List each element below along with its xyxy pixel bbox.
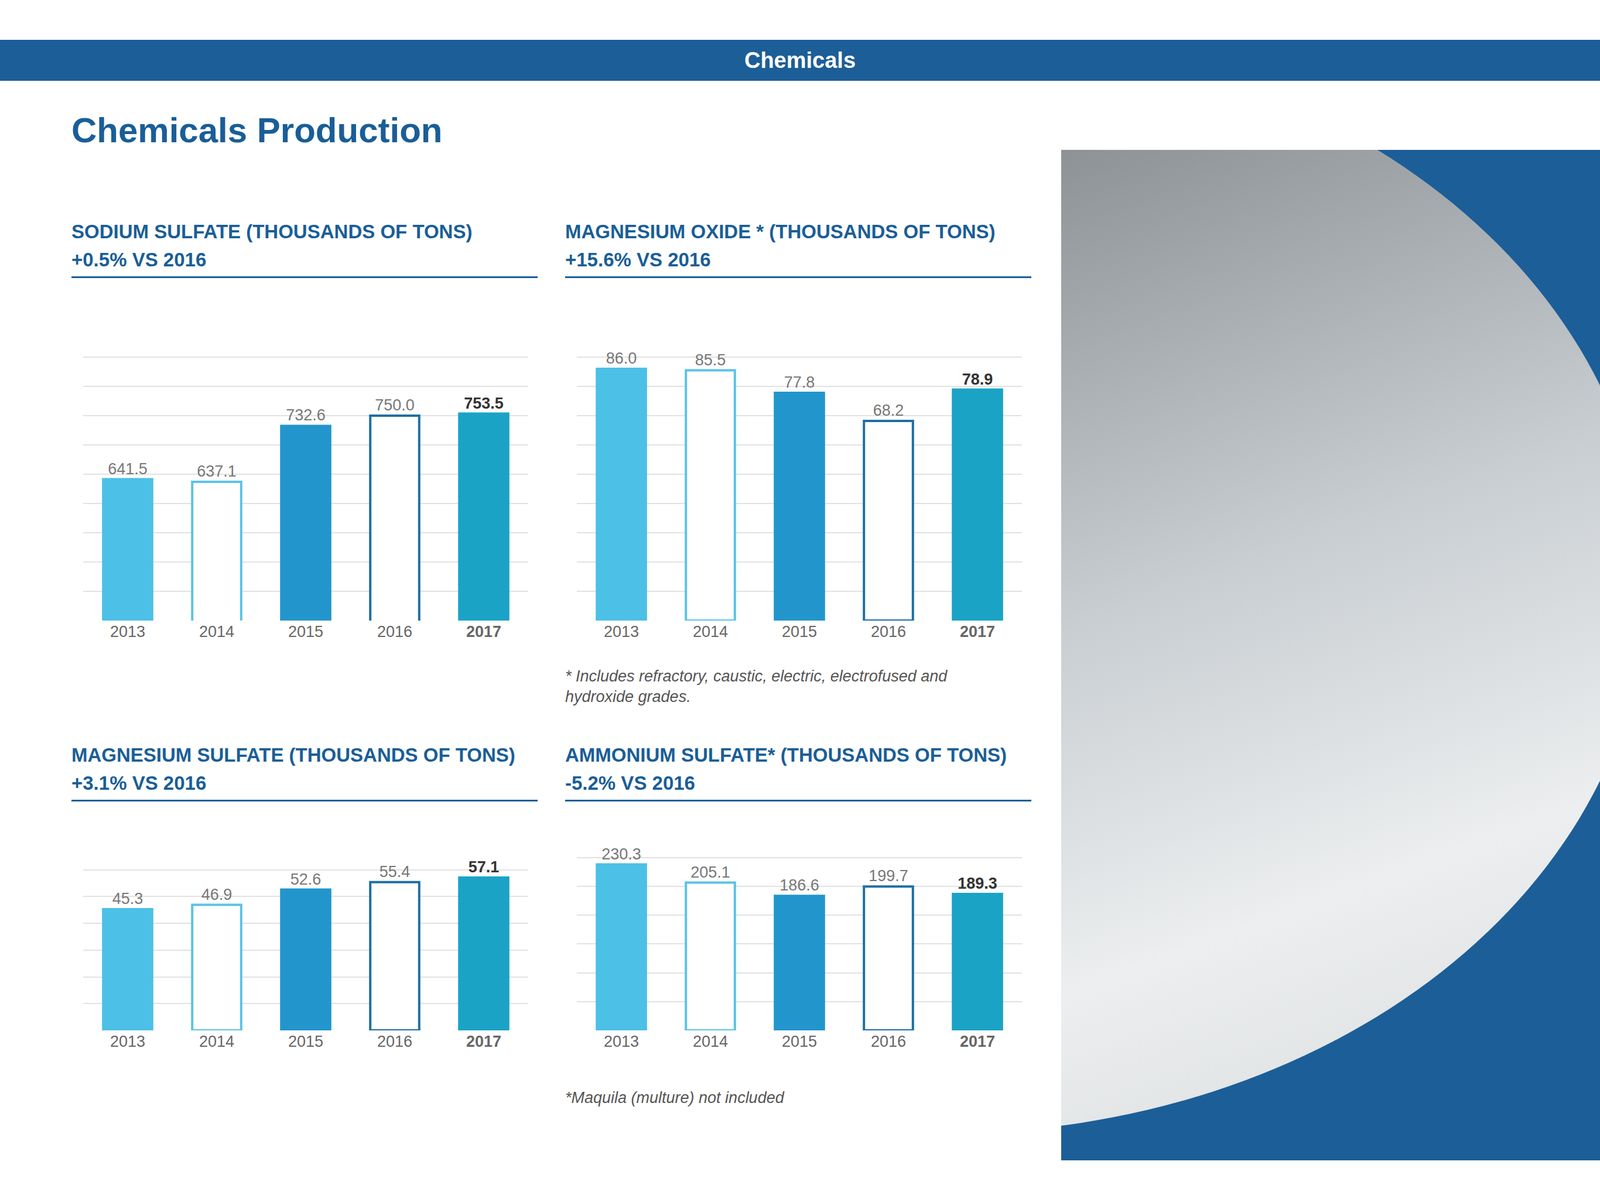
svg-text:68.2: 68.2 [873, 401, 905, 420]
svg-text:230.3: 230.3 [601, 845, 642, 864]
svg-text:45.3: 45.3 [112, 890, 144, 908]
svg-text:2016: 2016 [377, 1033, 413, 1051]
svg-text:55.4: 55.4 [379, 863, 411, 881]
svg-text:2014: 2014 [692, 623, 728, 641]
svg-text:2017: 2017 [959, 1033, 996, 1051]
svg-text:2017: 2017 [959, 623, 996, 641]
svg-text:2014: 2014 [199, 1033, 235, 1051]
svg-text:57.1: 57.1 [468, 858, 500, 877]
html-text:*Maquila (multure) not include: *Maquila (multure) not included [565, 1089, 785, 1107]
svg-text:189.3: 189.3 [957, 874, 998, 893]
html-text:+3.1% VS 2016: +3.1% VS 2016 [71, 772, 207, 795]
svg-text:2014: 2014 [692, 1033, 728, 1051]
svg-text:637.1: 637.1 [196, 462, 237, 481]
svg-text:2016: 2016 [870, 1033, 907, 1051]
svg-text:2015: 2015 [781, 623, 817, 641]
svg-text:86.0: 86.0 [606, 349, 638, 368]
svg-text:750.0: 750.0 [374, 396, 415, 415]
svg-text:2016: 2016 [870, 623, 907, 641]
svg-text:2013: 2013 [603, 623, 639, 641]
html-text:MAGNESIUM OXIDE * (THOUSANDS O: MAGNESIUM OXIDE * (THOUSANDS OF TONS) [565, 220, 996, 243]
svg-text:2016: 2016 [377, 623, 413, 641]
html-text:MAGNESIUM SULFATE (THOUSANDS O: MAGNESIUM SULFATE (THOUSANDS OF TONS) [71, 744, 516, 767]
svg-text:2013: 2013 [603, 1033, 639, 1051]
svg-text:732.6: 732.6 [285, 406, 326, 425]
svg-text:2015: 2015 [288, 1033, 324, 1051]
svg-text:753.5: 753.5 [463, 394, 504, 413]
svg-text:2013: 2013 [110, 1033, 146, 1051]
svg-text:2014: 2014 [199, 623, 235, 641]
svg-text:78.9: 78.9 [962, 370, 994, 389]
html-text:AMMONIUM SULFATE* (THOUSANDS O: AMMONIUM SULFATE* (THOUSANDS OF TONS) [565, 744, 1007, 767]
html-text:SODIUM SULFATE (THOUSANDS OF T: SODIUM SULFATE (THOUSANDS OF TONS) [71, 220, 473, 243]
svg-text:2015: 2015 [288, 623, 324, 641]
svg-text:85.5: 85.5 [695, 351, 727, 369]
svg-text:641.5: 641.5 [107, 460, 148, 478]
svg-text:52.6: 52.6 [290, 870, 322, 889]
html-text:-5.2% VS 2016: -5.2% VS 2016 [565, 772, 696, 795]
html-text:+15.6% VS 2016: +15.6% VS 2016 [565, 248, 711, 271]
svg-text:199.7: 199.7 [868, 867, 909, 885]
svg-text:205.1: 205.1 [690, 863, 731, 882]
html-text:Chemicals: Chemicals [744, 48, 856, 73]
html-text:+0.5% VS 2016: +0.5% VS 2016 [71, 248, 207, 271]
html-text:* Includes refractory, caustic: * Includes refractory, caustic, electric… [565, 667, 948, 706]
svg-text:186.6: 186.6 [779, 876, 820, 895]
svg-text:77.8: 77.8 [784, 373, 816, 392]
svg-text:2017: 2017 [466, 623, 502, 641]
svg-text:2015: 2015 [781, 1033, 817, 1051]
svg-text:2013: 2013 [110, 623, 146, 641]
html-text:Chemicals Production: Chemicals Production [71, 110, 443, 150]
svg-text:2017: 2017 [466, 1033, 502, 1051]
svg-text:46.9: 46.9 [201, 886, 233, 904]
